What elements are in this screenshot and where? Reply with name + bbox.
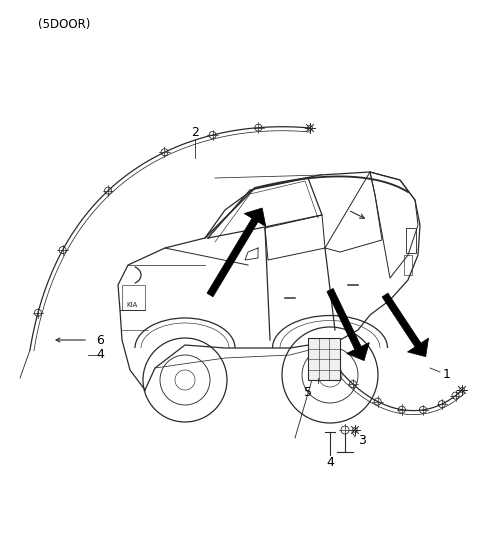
- Bar: [308, 338, 340, 380]
- Text: 4: 4: [96, 349, 104, 362]
- Polygon shape: [408, 338, 429, 357]
- Text: 3: 3: [358, 433, 366, 446]
- Polygon shape: [327, 288, 361, 349]
- Polygon shape: [244, 208, 266, 226]
- Text: 1: 1: [443, 369, 451, 382]
- Bar: [406, 228, 416, 253]
- Text: 2: 2: [191, 127, 199, 140]
- Bar: [122, 285, 145, 310]
- Polygon shape: [382, 293, 421, 347]
- Text: KIA: KIA: [126, 302, 138, 308]
- Text: 6: 6: [96, 334, 104, 347]
- Bar: [404, 255, 412, 275]
- Text: 5: 5: [304, 385, 312, 398]
- Polygon shape: [347, 342, 369, 361]
- Text: (5DOOR): (5DOOR): [38, 18, 90, 31]
- Polygon shape: [207, 218, 258, 297]
- Text: 4: 4: [326, 455, 334, 468]
